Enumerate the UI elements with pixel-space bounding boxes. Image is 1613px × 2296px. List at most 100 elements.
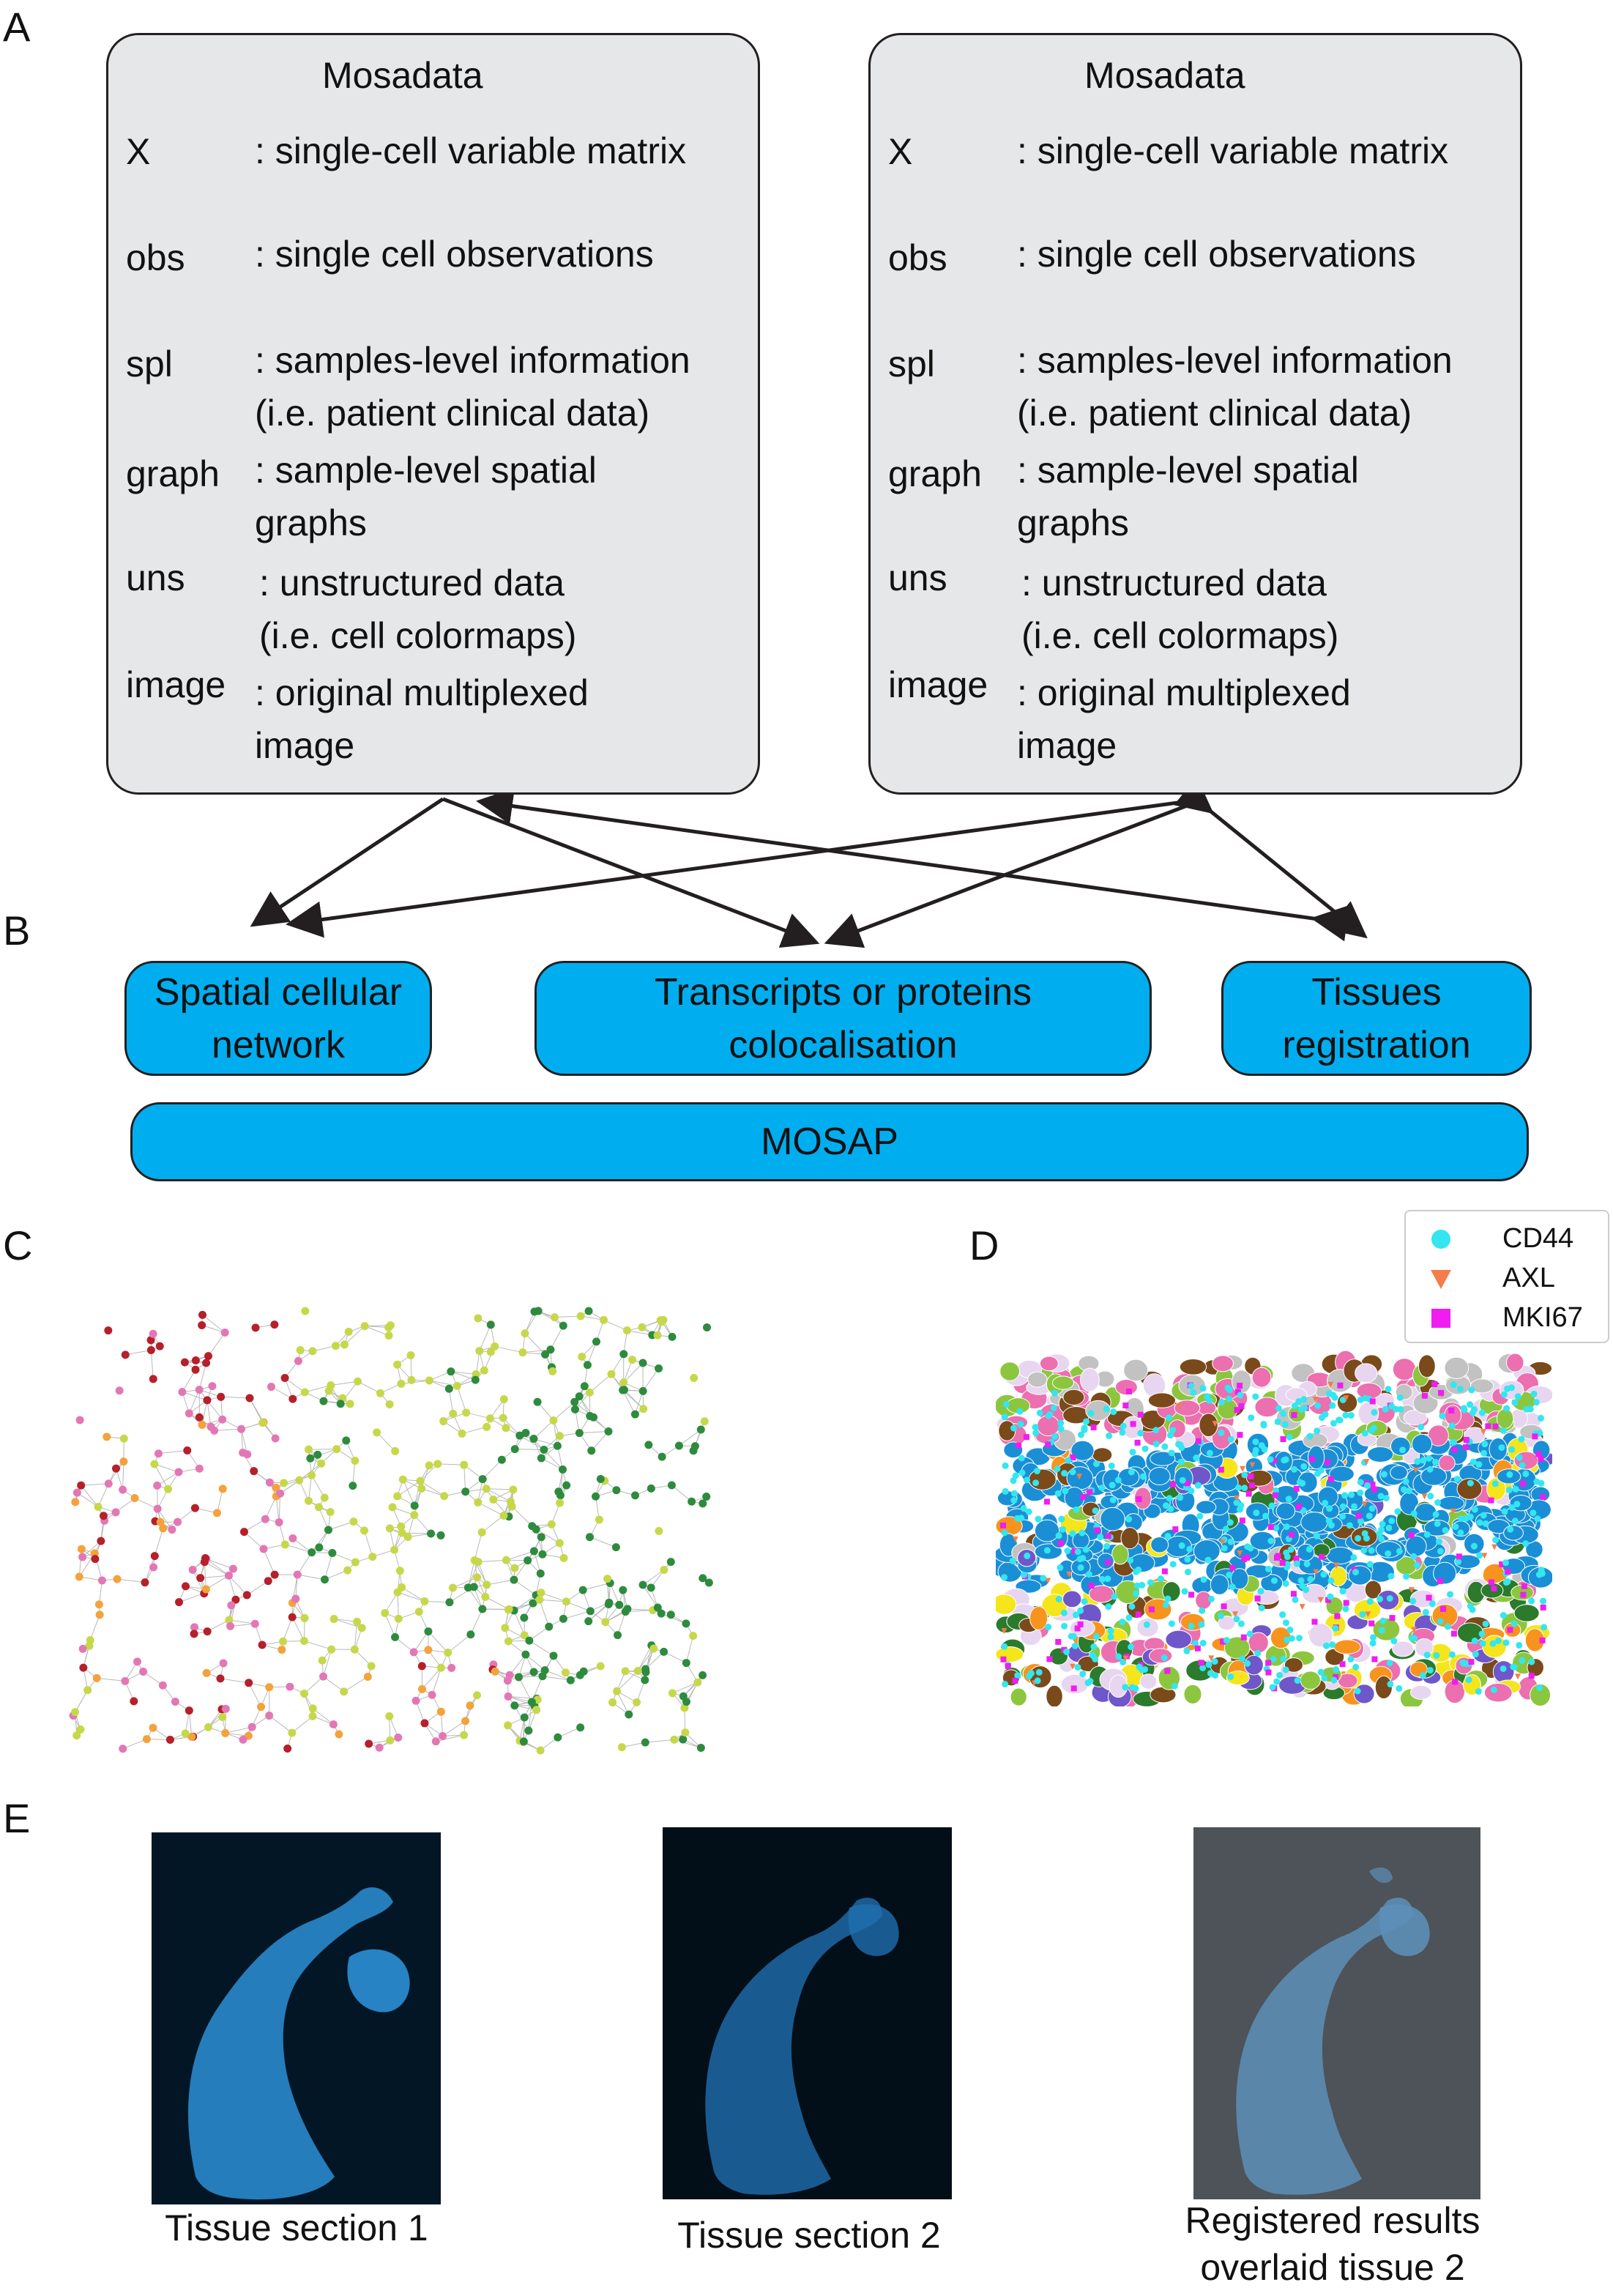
marker-cd44 (1061, 1470, 1068, 1477)
marker-cd44 (1538, 1479, 1545, 1487)
network-node (576, 1312, 585, 1320)
network-node (304, 1496, 313, 1505)
marker-cd44 (1513, 1501, 1521, 1508)
network-node (586, 1607, 595, 1616)
network-node (217, 1392, 226, 1401)
network-node (191, 1356, 200, 1365)
network-edge (515, 1449, 544, 1451)
network-node (350, 1645, 359, 1654)
marker-cd44 (1314, 1427, 1321, 1435)
network-node (521, 1650, 530, 1659)
marker-axl (1237, 1550, 1243, 1556)
desc-spl-line1: : samples-level information (i.e. patien… (255, 340, 690, 434)
network-node (277, 1646, 286, 1654)
marker-cd44 (1409, 1597, 1417, 1605)
marker-cd44 (1092, 1655, 1099, 1662)
arrow-registration-right (1174, 795, 1368, 939)
network-edge (603, 1319, 627, 1331)
marker-cd44 (1294, 1677, 1301, 1684)
marker-mki67 (1016, 1442, 1022, 1449)
network-edge (622, 1389, 636, 1415)
network-node (510, 1445, 519, 1454)
network-node (300, 1689, 309, 1698)
network-node (187, 1732, 196, 1741)
module-registration[interactable]: Tissues registration (1221, 961, 1532, 1076)
module-mosap[interactable]: MOSAP (130, 1102, 1529, 1181)
cell-shape (1428, 1424, 1449, 1446)
network-edge (535, 1528, 560, 1544)
marker-cd44 (1104, 1575, 1111, 1583)
network-edge (509, 1654, 526, 1676)
network-node (507, 1502, 516, 1511)
network-node (547, 1520, 556, 1528)
network-node (78, 1553, 87, 1561)
marker-axl (1333, 1562, 1340, 1569)
marker-cd44 (1287, 1546, 1295, 1553)
network-node (315, 1543, 324, 1552)
module-spatial-network[interactable]: Spatial cellular network (124, 961, 432, 1076)
network-node (559, 1614, 567, 1623)
network-edge (241, 1429, 248, 1454)
marker-mki67 (1148, 1606, 1155, 1613)
marker-cd44 (1032, 1430, 1040, 1437)
marker-cd44 (1162, 1502, 1169, 1509)
network-node (554, 1487, 563, 1496)
network-edge (543, 1449, 563, 1470)
cell-shape (1199, 1413, 1218, 1438)
cell-shape (1307, 1445, 1325, 1470)
marker-cd44 (1286, 1433, 1293, 1441)
marker-cd44 (1065, 1457, 1072, 1464)
network-node (440, 1492, 449, 1501)
cell-shape (1197, 1400, 1217, 1416)
network-node (696, 1743, 705, 1752)
network-node (702, 1323, 711, 1331)
cell-shape (1438, 1454, 1456, 1471)
marker-cd44 (1283, 1636, 1290, 1643)
legend-marker-triangle (1431, 1270, 1451, 1289)
network-node (133, 1657, 142, 1666)
network-node (190, 1630, 198, 1638)
network-edge (328, 1521, 354, 1531)
marker-cd44 (1396, 1548, 1403, 1555)
network-node (433, 1460, 442, 1468)
marker-cd44 (1018, 1454, 1025, 1462)
network-node (668, 1689, 677, 1698)
marker-cd44 (1226, 1519, 1234, 1526)
marker-cd44 (1530, 1509, 1537, 1517)
marker-mki67 (1135, 1611, 1141, 1618)
marker-cd44 (1313, 1532, 1320, 1539)
network-node (291, 1594, 300, 1603)
marker-cd44 (1437, 1618, 1444, 1625)
marker-mki67 (1491, 1586, 1497, 1592)
network-edge (202, 1315, 226, 1333)
marker-cd44 (1352, 1663, 1360, 1671)
cell-shape (1120, 1527, 1139, 1550)
network-node (555, 1432, 564, 1441)
marker-mki67 (1431, 1381, 1438, 1388)
marker-cd44 (1292, 1596, 1299, 1603)
marker-cd44 (1437, 1548, 1444, 1555)
marker-cd44 (1357, 1489, 1364, 1496)
marker-cd44 (1491, 1480, 1499, 1487)
marker-cd44 (1260, 1422, 1267, 1429)
marker-cd44 (1190, 1389, 1197, 1396)
marker-cd44 (1199, 1385, 1207, 1392)
network-edge (533, 1420, 554, 1439)
cell-shape (1028, 1468, 1057, 1490)
network-node (220, 1329, 229, 1337)
marker-cd44 (1468, 1386, 1475, 1394)
module-colocalisation[interactable]: Transcripts or proteins colocalisation (534, 961, 1152, 1076)
marker-mki67 (1238, 1403, 1245, 1410)
marker-cd44 (1348, 1491, 1355, 1498)
marker-cd44 (1369, 1640, 1377, 1647)
marker-cd44 (1060, 1609, 1068, 1616)
marker-cd44 (1043, 1547, 1051, 1554)
network-edge (157, 1471, 179, 1486)
marker-axl (1299, 1604, 1305, 1610)
network-edge (637, 1648, 655, 1671)
marker-cd44 (1364, 1482, 1371, 1489)
network-node (314, 1503, 323, 1512)
network-edge (397, 1480, 421, 1497)
network-edge (116, 1578, 146, 1583)
network-edge (481, 1515, 504, 1533)
